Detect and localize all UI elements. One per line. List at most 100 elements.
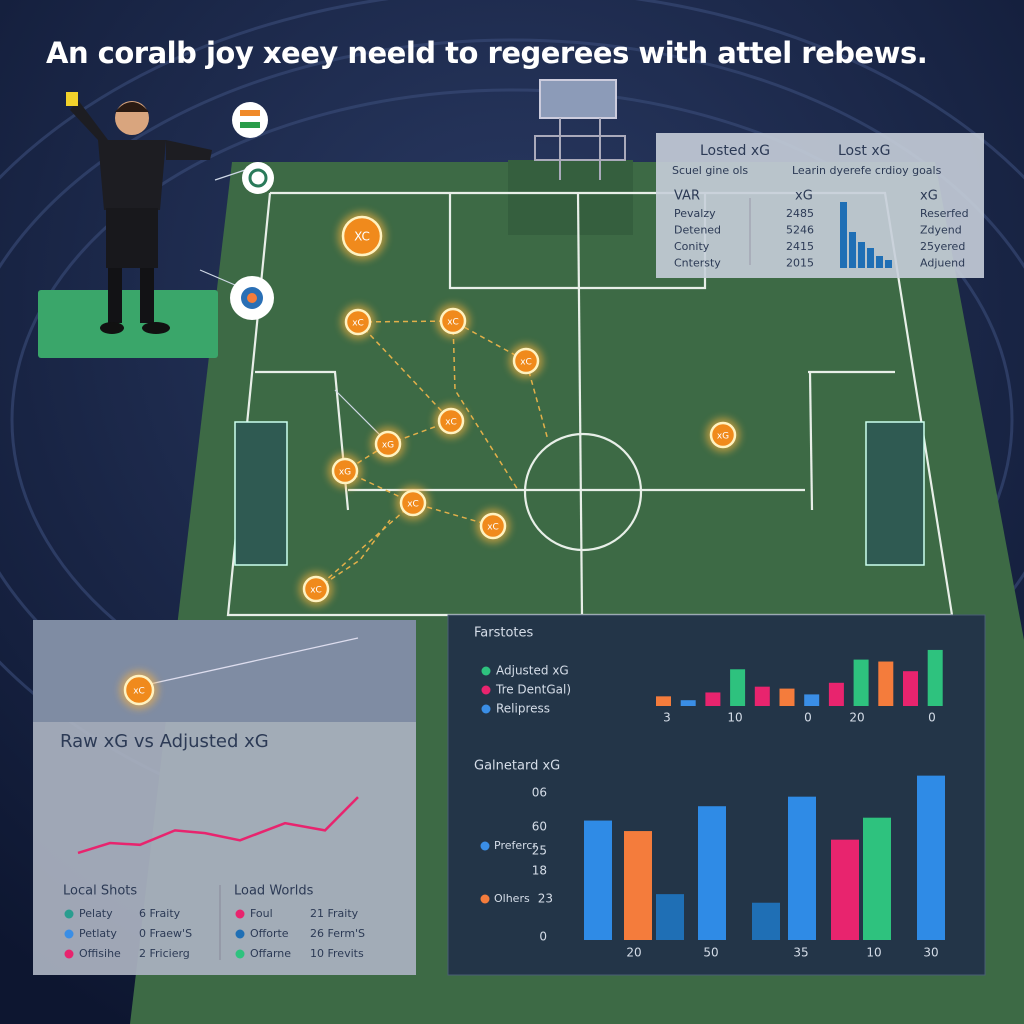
- x-label: 35: [793, 946, 808, 960]
- row-cell: 2415: [786, 240, 814, 253]
- panel-subheader: Learin dyerefe crdioy goals: [792, 164, 942, 177]
- legend-dot: [480, 841, 490, 851]
- panel-title: Raw xG vs Adjusted xG: [60, 731, 269, 752]
- legend-value: 26 Ferm'S: [310, 927, 365, 940]
- legend-label: Adjusted xG: [496, 664, 569, 678]
- x-label: 0: [928, 711, 936, 725]
- bar: [831, 839, 859, 940]
- legend-title: Load Worlds: [234, 884, 314, 899]
- bar: [853, 659, 869, 706]
- bar: [885, 260, 892, 268]
- line: [77, 796, 359, 855]
- bar: [698, 806, 726, 940]
- node-label: xG: [717, 432, 729, 442]
- legend-dot: [64, 909, 74, 919]
- legend-label: Olhers: [494, 892, 530, 905]
- node-label: xC: [352, 319, 364, 329]
- node-label: xC: [520, 358, 532, 368]
- page-title: An coralb joy xeey neeld to regerees wit…: [46, 36, 927, 70]
- node: [709, 421, 737, 449]
- panel-title: Farstotes: [474, 626, 534, 641]
- bar: [927, 649, 943, 706]
- right-goal: [865, 421, 925, 566]
- node: [512, 347, 540, 375]
- row-cell: Zdyend: [920, 224, 962, 237]
- left-goal: [234, 421, 288, 566]
- legend-value: 6 Fraity: [139, 907, 181, 920]
- y-label: 18: [532, 864, 547, 878]
- y-label: 06: [532, 786, 547, 800]
- node-label: xC: [447, 318, 459, 328]
- bar: [849, 232, 856, 268]
- legend-dot: [64, 949, 74, 959]
- bar: [730, 669, 746, 706]
- legend-label: Foul: [250, 907, 273, 920]
- bar: [624, 831, 652, 940]
- bar: [828, 682, 844, 706]
- legend-dot: [235, 929, 245, 939]
- x-label: 20: [849, 711, 864, 725]
- pitch-shade: [508, 160, 633, 235]
- legend-dot: [480, 894, 490, 904]
- row-cell: Pevalzy: [674, 207, 716, 220]
- bar: [903, 671, 918, 706]
- bar: [754, 686, 770, 706]
- bar: [752, 902, 780, 940]
- y-label: 60: [532, 820, 547, 834]
- row-cell: 2015: [786, 257, 814, 270]
- node-label: xC: [445, 418, 457, 428]
- row-cell: Reserfed: [920, 207, 969, 220]
- node: [374, 430, 402, 458]
- node-label: xC: [133, 687, 145, 697]
- row-cell: 2485: [786, 207, 814, 220]
- column-header: xG: [920, 189, 938, 204]
- node-label: xC: [487, 523, 499, 533]
- panel-header: Losted xG: [700, 143, 770, 159]
- panel-header: Lost xG: [838, 143, 891, 159]
- row-cell: 5246: [786, 224, 814, 237]
- legend-value: 0 Fraew'S: [139, 927, 192, 940]
- var-panel: [656, 133, 984, 278]
- node-label: xC: [407, 500, 419, 510]
- x-label: 10: [866, 946, 881, 960]
- bar: [656, 894, 684, 940]
- bar: [779, 688, 795, 706]
- x-label: 3: [663, 711, 671, 725]
- legend-label: Offorte: [250, 927, 289, 940]
- x-label: 50: [703, 946, 718, 960]
- node: [341, 215, 383, 257]
- bar: [858, 242, 865, 268]
- x-label: 20: [626, 946, 641, 960]
- node: [302, 575, 330, 603]
- icons: [230, 102, 274, 320]
- row-cell: Cntersty: [674, 257, 721, 270]
- node: [123, 674, 155, 706]
- legend-dot: [481, 685, 491, 695]
- bar: [863, 817, 891, 940]
- bar: [876, 256, 883, 268]
- bar: [680, 700, 696, 706]
- raw-callout: [149, 637, 359, 685]
- row-cell: Conity: [674, 240, 710, 253]
- legend-value: 10 Frevits: [310, 947, 364, 960]
- bar: [788, 796, 816, 940]
- node-label: xC: [310, 586, 322, 596]
- legend-label: Petlaty: [79, 927, 117, 940]
- row-cell: Adjuend: [920, 257, 965, 270]
- row-cell: 25yered: [920, 240, 965, 253]
- row-cell: Detened: [674, 224, 721, 237]
- legend-dot: [235, 909, 245, 919]
- x-label: 0: [804, 711, 812, 725]
- scoreboard: [534, 79, 626, 180]
- legend-label: Prefercr: [494, 839, 537, 852]
- node-label: xG: [339, 468, 351, 478]
- legend-title: Local Shots: [63, 884, 137, 899]
- legend-value: 21 Fraity: [310, 907, 359, 920]
- legend-label: Tre DentGal): [495, 683, 571, 697]
- legend-value: 2 Fricierg: [139, 947, 190, 960]
- legend-label: Offarne: [250, 947, 291, 960]
- bar: [867, 248, 874, 268]
- legend-dot: [64, 929, 74, 939]
